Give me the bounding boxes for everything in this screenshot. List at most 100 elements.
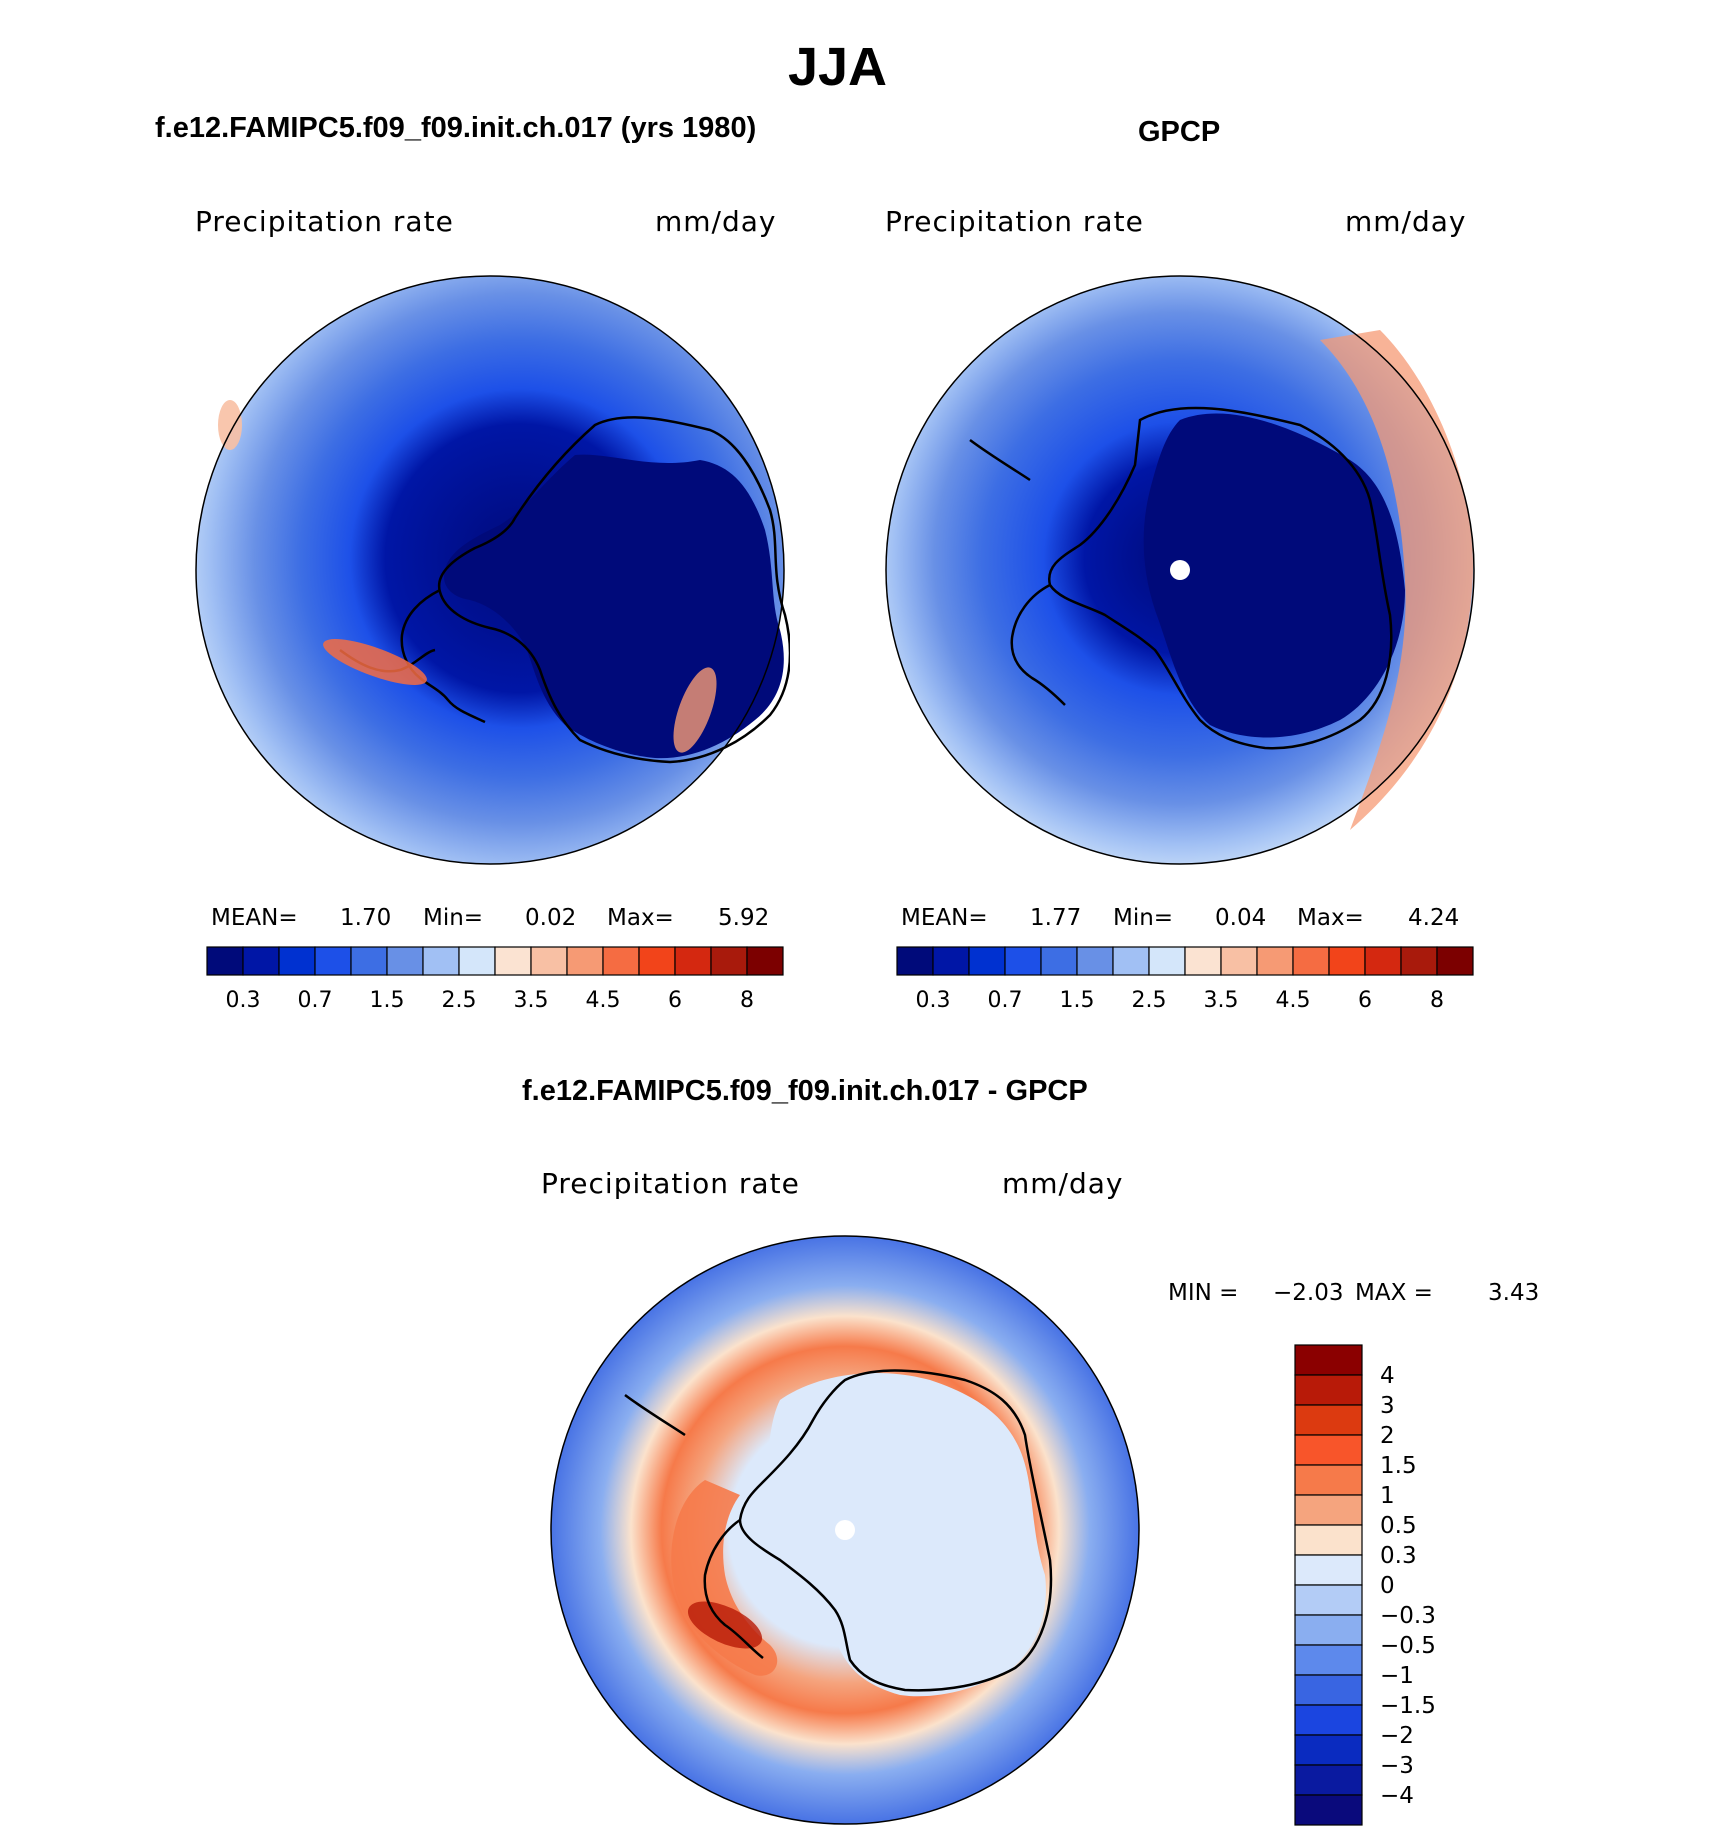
diff-antarctica-coastline	[738, 1369, 1053, 1692]
model-colorbar-swatch	[674, 946, 712, 976]
obs-colorbar-swatch	[1148, 946, 1186, 976]
model-polar-map	[195, 275, 790, 865]
model-warm-patch-east	[673, 667, 717, 753]
diff-colorbar-swatch	[1294, 1584, 1363, 1616]
diff-colorbar-swatch	[1294, 1404, 1363, 1436]
model-colorbar-swatch	[710, 946, 748, 976]
diff-colorbar-swatch	[1294, 1524, 1363, 1556]
diff-colorbar-swatch	[1294, 1464, 1363, 1496]
model-colorbar-swatch	[386, 946, 424, 976]
model-map-border	[195, 275, 785, 865]
diff-colorbar-tick-label: 0.5	[1380, 1513, 1417, 1539]
diff-map-border	[550, 1235, 1140, 1825]
obs-warm-band-east	[1320, 330, 1474, 830]
diff-polar-map	[550, 1235, 1140, 1825]
model-colorbar-swatch	[566, 946, 604, 976]
diff-max-value: 3.43	[1488, 1280, 1540, 1306]
obs-variable-label: Precipitation rate	[885, 205, 1144, 238]
diff-colorbar-tick-label: 1	[1380, 1483, 1395, 1509]
obs-min-value: 0.04	[1215, 905, 1267, 931]
diff-colorbar-tick-label: −1	[1380, 1663, 1414, 1689]
obs-colorbar-swatch	[1364, 946, 1402, 976]
obs-peninsula-tip	[969, 438, 1031, 482]
diff-colorbar-swatch	[1294, 1494, 1363, 1526]
obs-colorbar-tick-label: 6	[1358, 988, 1372, 1013]
obs-mean-label: MEAN=	[901, 905, 988, 931]
model-antarctica-coastline	[437, 416, 790, 764]
model-colorbar-tick-label: 4.5	[586, 988, 621, 1013]
obs-colorbar-tick-label: 2.5	[1132, 988, 1167, 1013]
model-min-value: 0.02	[525, 905, 577, 931]
obs-units-label: mm/day	[1345, 205, 1467, 238]
obs-colorbar-swatch	[1004, 946, 1042, 976]
diff-colorbar-swatch	[1294, 1434, 1363, 1466]
obs-antarctic-core	[1143, 413, 1405, 738]
diff-colorbar-swatch	[1294, 1344, 1363, 1376]
model-max-label: Max=	[607, 905, 674, 931]
model-max-value: 5.92	[718, 905, 770, 931]
diff-peninsula-tip	[624, 1393, 686, 1437]
model-colorbar-tick-label: 8	[740, 988, 754, 1013]
obs-min-label: Min=	[1113, 905, 1174, 931]
diff-variable-label: Precipitation rate	[541, 1167, 800, 1200]
model-colorbar-swatch	[422, 946, 460, 976]
obs-colorbar-swatch	[1292, 946, 1330, 976]
model-colorbar-tick-label: 3.5	[514, 988, 549, 1013]
diff-colorbar-swatch	[1294, 1674, 1363, 1706]
model-mean-label: MEAN=	[211, 905, 298, 931]
diff-panel-title: f.e12.FAMIPC5.f09_f09.init.ch.017 - GPCP	[522, 1075, 1088, 1107]
obs-colorbar-tick-label: 0.3	[916, 988, 951, 1013]
obs-map-border	[885, 275, 1475, 865]
diff-colorbar-tick-label: 0.3	[1380, 1543, 1417, 1569]
model-variable-label: Precipitation rate	[195, 205, 454, 238]
obs-colorbar-swatch	[1220, 946, 1258, 976]
diff-min-label: MIN =	[1168, 1280, 1239, 1306]
obs-colorbar-tick-label: 0.7	[988, 988, 1023, 1013]
model-colorbar-swatch	[350, 946, 388, 976]
obs-colorbar-tick-label: 1.5	[1060, 988, 1095, 1013]
model-panel-title: f.e12.FAMIPC5.f09_f09.init.ch.017 (yrs 1…	[155, 112, 757, 144]
obs-max-value: 4.24	[1408, 905, 1460, 931]
diff-pole-marker	[835, 1520, 855, 1540]
obs-colorbar-tick-label: 3.5	[1204, 988, 1239, 1013]
obs-panel-title: GPCP	[1138, 116, 1221, 148]
model-units-label: mm/day	[655, 205, 777, 238]
obs-colorbar-swatch	[968, 946, 1006, 976]
diff-colorbar-tick-label: 2	[1380, 1423, 1395, 1449]
model-warm-patch-west	[218, 400, 242, 450]
diff-colorbar-tick-label: −1.5	[1380, 1693, 1436, 1719]
model-colorbar-swatch	[458, 946, 496, 976]
model-colorbar-swatch	[242, 946, 280, 976]
model-colorbar-swatch	[314, 946, 352, 976]
model-colorbar-tick-label: 1.5	[370, 988, 405, 1013]
model-colorbar-swatch	[530, 946, 568, 976]
obs-polar-map	[885, 275, 1475, 865]
diff-min-value: −2.03	[1273, 1280, 1344, 1306]
obs-mean-value: 1.77	[1030, 905, 1082, 931]
obs-colorbar-swatch	[1400, 946, 1438, 976]
obs-colorbar-tick-label: 4.5	[1276, 988, 1311, 1013]
diff-colorbar-tick-label: −2	[1380, 1723, 1414, 1749]
diff-colorbar-swatch	[1294, 1794, 1363, 1826]
diff-colorbar-tick-label: −0.5	[1380, 1633, 1436, 1659]
obs-colorbar-swatch	[1328, 946, 1366, 976]
obs-colorbar-tick-label: 8	[1430, 988, 1444, 1013]
model-colorbar-tick-label: 2.5	[442, 988, 477, 1013]
diff-colorbar-tick-label: −0.3	[1380, 1603, 1436, 1629]
diff-colorbar-tick-label: 4	[1380, 1363, 1395, 1389]
diff-colorbar-tick-label: −3	[1380, 1753, 1414, 1779]
model-colorbar-swatch	[278, 946, 316, 976]
diff-antarctic-interior	[761, 1372, 1046, 1697]
diff-colorbar-tick-label: −4	[1380, 1783, 1414, 1809]
model-colorbar-swatch	[746, 946, 784, 976]
obs-pole-marker	[1170, 560, 1190, 580]
figure-title: JJA	[787, 37, 888, 97]
model-colorbar-swatch	[602, 946, 640, 976]
diff-colorbar-swatch	[1294, 1734, 1363, 1766]
diff-colorbar-swatch	[1294, 1614, 1363, 1646]
obs-colorbar-swatch	[932, 946, 970, 976]
model-colorbar-swatch	[638, 946, 676, 976]
obs-max-label: Max=	[1297, 905, 1364, 931]
diff-colorbar: 4 3 2 1.5 1 0.5 0.3 0 −0.3 −0.5 −1 −1.5 −2 −3 −4	[1294, 1344, 1436, 1826]
diff-colorbar-swatch	[1294, 1554, 1363, 1586]
